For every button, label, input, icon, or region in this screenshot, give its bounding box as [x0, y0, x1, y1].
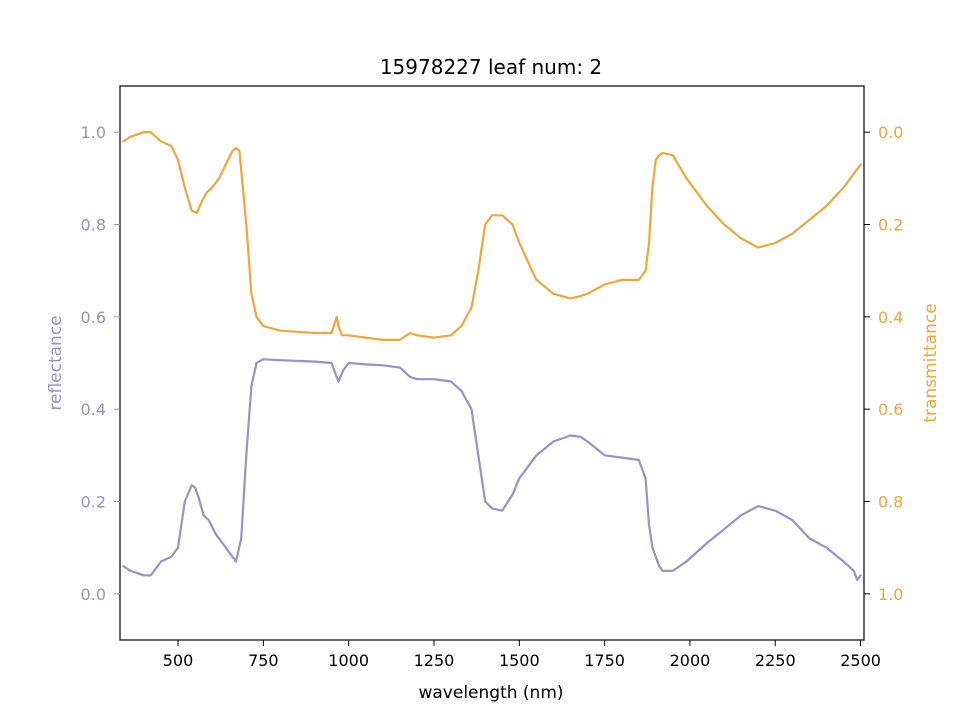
x-tick-label: 500 [163, 651, 194, 670]
x-tick-label: 750 [248, 651, 279, 670]
y-axis-right: 0.0 0.2 0.4 0.6 0.8 1.0 [864, 123, 903, 604]
chart-title: 15978227 leaf num: 2 [380, 55, 602, 79]
x-tick-label: 1500 [499, 651, 540, 670]
y-right-tick-label: 0.4 [878, 308, 903, 327]
x-tick-label: 2000 [670, 651, 711, 670]
y-left-tick-label: 0.4 [81, 400, 106, 419]
y-left-tick-label: 0.6 [81, 308, 106, 327]
y-axis-left: 0.0 0.2 0.4 0.6 0.8 1.0 [81, 123, 120, 604]
y-right-tick-label: 0.8 [878, 493, 903, 512]
series-layer [122, 131, 862, 582]
y-axis-right-title: transmittance [921, 303, 941, 422]
x-tick-label: 2250 [755, 651, 796, 670]
plot-frame [119, 85, 865, 641]
x-tick-label: 1250 [414, 651, 455, 670]
y-left-tick-label: 1.0 [81, 123, 106, 142]
y-left-tick-label: 0.2 [81, 493, 106, 512]
x-tick-label: 1750 [584, 651, 625, 670]
y-left-tick-label: 0.0 [81, 585, 106, 604]
y-axis-left-title: reflectance [46, 315, 66, 410]
y-right-tick-label: 0.6 [878, 400, 903, 419]
y-right-tick-label: 0.0 [878, 123, 903, 142]
y-left-tick-label: 0.8 [81, 216, 106, 235]
series-line-reflectance [122, 358, 862, 582]
y-right-tick-label: 0.2 [878, 216, 903, 235]
y-right-tick-label: 1.0 [878, 585, 903, 604]
series-line-transmittance [122, 131, 862, 341]
x-axis-title: wavelength (nm) [418, 683, 563, 703]
x-tick-label: 1000 [328, 651, 369, 670]
x-axis: 500 750 1000 1250 1500 1750 2000 2250 2500 [163, 640, 881, 670]
x-tick-label: 2500 [840, 651, 881, 670]
